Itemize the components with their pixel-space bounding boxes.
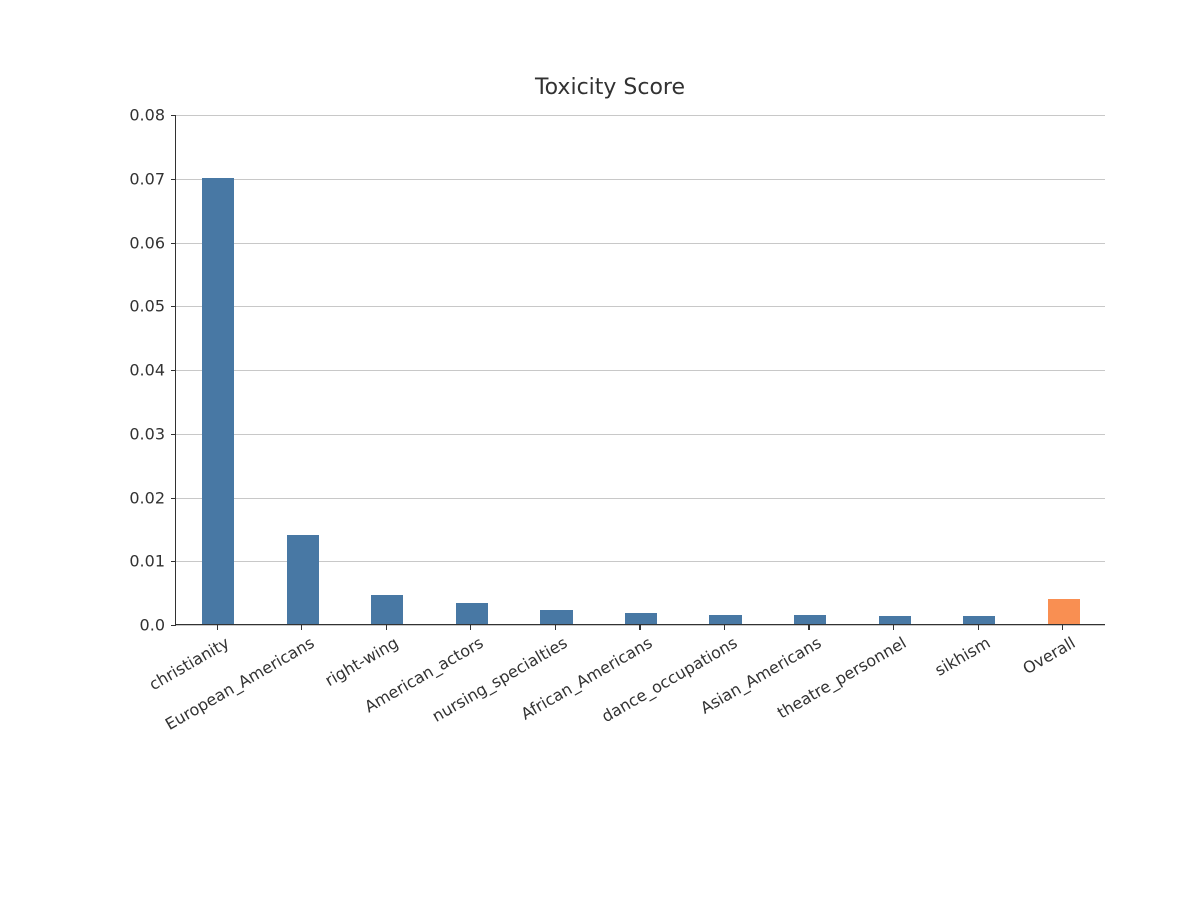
chart-title: Toxicity Score bbox=[535, 75, 685, 100]
y-grid-line bbox=[176, 370, 1105, 371]
y-tick-mark bbox=[171, 179, 176, 180]
y-grid-line bbox=[176, 434, 1105, 435]
y-tick-mark bbox=[171, 243, 176, 244]
y-tick-label: 0.07 bbox=[105, 169, 165, 188]
y-tick-label: 0.08 bbox=[105, 106, 165, 125]
bar-overall bbox=[1048, 599, 1080, 625]
y-tick-label: 0.03 bbox=[105, 424, 165, 443]
y-tick-mark bbox=[171, 498, 176, 499]
bar-nursing-specialties bbox=[540, 610, 572, 624]
chart-container: Toxicity Score 0.00.010.020.030.040.050.… bbox=[80, 60, 1140, 760]
y-grid-line bbox=[176, 115, 1105, 116]
x-tick-mark bbox=[978, 625, 979, 630]
bar-asian-americans bbox=[794, 615, 826, 624]
x-tick-mark bbox=[217, 625, 218, 630]
x-tick-mark bbox=[555, 625, 556, 630]
y-tick-mark bbox=[171, 306, 176, 307]
x-tick-mark bbox=[301, 625, 302, 630]
y-grid-line bbox=[176, 498, 1105, 499]
bar-right-wing bbox=[371, 595, 403, 624]
y-tick-label: 0.0 bbox=[105, 616, 165, 635]
y-tick-label: 0.02 bbox=[105, 488, 165, 507]
x-tick-mark bbox=[808, 625, 809, 630]
y-tick-label: 0.01 bbox=[105, 552, 165, 571]
y-tick-mark bbox=[171, 625, 176, 626]
bar-african-americans bbox=[625, 613, 657, 624]
y-tick-label: 0.05 bbox=[105, 297, 165, 316]
x-tick-mark bbox=[639, 625, 640, 630]
y-grid-line bbox=[176, 306, 1105, 307]
bar-dance-occupations bbox=[709, 615, 741, 624]
plot-area: 0.00.010.020.030.040.050.060.070.08 bbox=[175, 115, 1105, 625]
y-tick-mark bbox=[171, 561, 176, 562]
x-tick-mark bbox=[1062, 625, 1063, 630]
bar-theatre-personnel bbox=[879, 616, 911, 624]
bar-christianity bbox=[202, 178, 234, 624]
x-tick-mark bbox=[724, 625, 725, 630]
y-tick-label: 0.04 bbox=[105, 361, 165, 380]
y-tick-mark bbox=[171, 434, 176, 435]
bar-european-americans bbox=[287, 535, 319, 624]
x-tick-mark bbox=[893, 625, 894, 630]
bar-american-actors bbox=[456, 603, 488, 624]
y-grid-line bbox=[176, 243, 1105, 244]
x-tick-mark bbox=[470, 625, 471, 630]
x-tick-mark bbox=[386, 625, 387, 630]
bar-sikhism bbox=[963, 616, 995, 624]
y-tick-mark bbox=[171, 115, 176, 116]
y-grid-line bbox=[176, 179, 1105, 180]
y-tick-mark bbox=[171, 370, 176, 371]
y-tick-label: 0.06 bbox=[105, 233, 165, 252]
